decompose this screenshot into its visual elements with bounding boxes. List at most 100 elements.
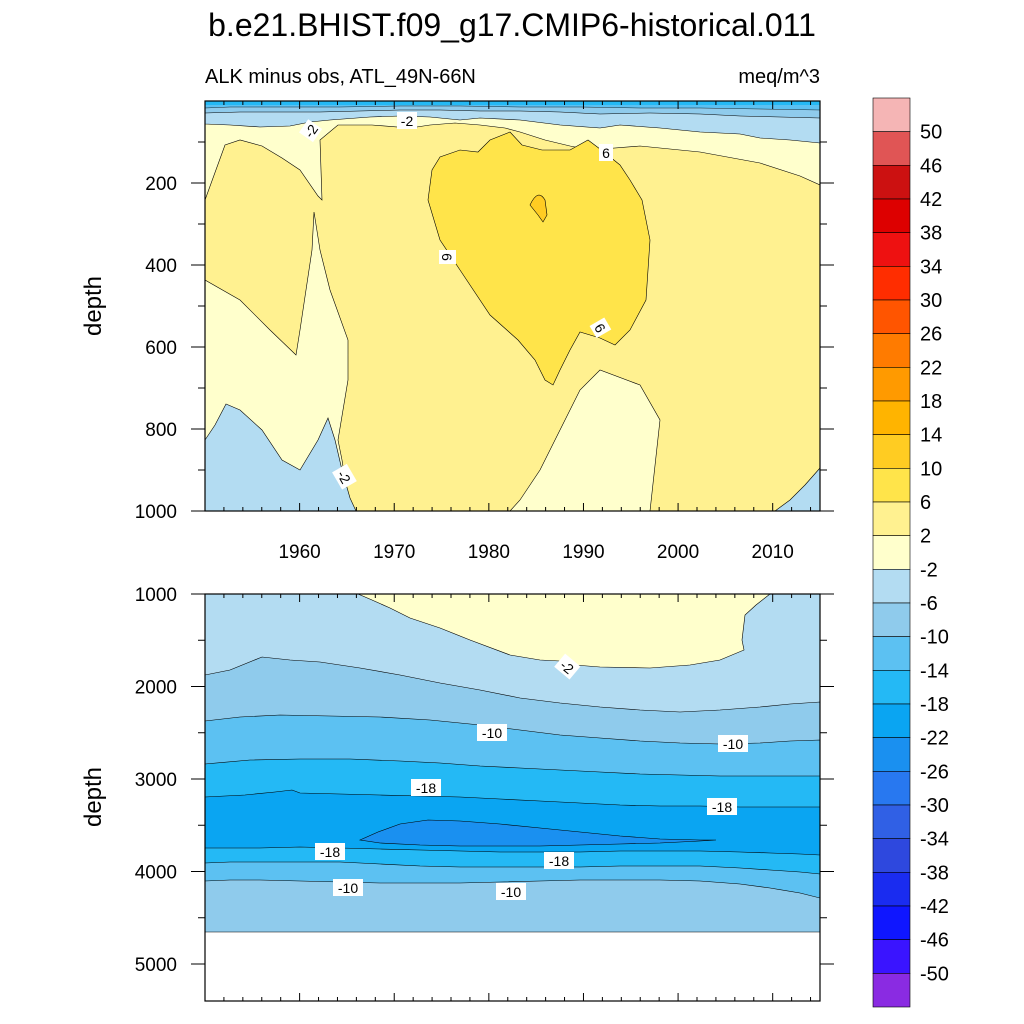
- colorbar-swatch: [872, 468, 911, 503]
- colorbar-swatch: [872, 670, 911, 705]
- contour-label: -10: [482, 725, 502, 741]
- colorbar-swatch: [872, 905, 911, 940]
- x-tick-label: 1960: [278, 542, 320, 563]
- colorbar-label: -22: [920, 728, 949, 750]
- colorbar-label: 46: [920, 155, 942, 177]
- colorbar-swatch: [872, 703, 911, 738]
- lower-panel-frame: [204, 593, 821, 1002]
- y-tick-label: 1000: [135, 502, 177, 523]
- contour-label: -18: [712, 799, 732, 815]
- colorbar-label: 50: [920, 122, 942, 144]
- x-tick-label: 1980: [468, 542, 510, 563]
- y-tick-label: 800: [145, 420, 177, 441]
- band-m6-m2-deep-right: [774, 467, 820, 511]
- x-tick-label: 2010: [752, 542, 794, 563]
- y-tick-label: 4000: [135, 863, 177, 884]
- colorbar-label: 14: [920, 425, 942, 447]
- colorbar-swatch: [872, 198, 911, 233]
- units-label: meq/m^3: [738, 66, 820, 88]
- figure-title: b.e21.BHIST.f09_g17.CMIP6-historical.011: [208, 7, 816, 43]
- colorbar-swatch: [872, 602, 911, 637]
- band-m26-m22: [358, 819, 717, 847]
- colorbar-label: -42: [920, 896, 949, 918]
- contour-label: -18: [549, 853, 569, 869]
- colorbar-label: -38: [920, 862, 949, 884]
- lower-x-axis: [223, 594, 812, 1001]
- colorbar-swatch: [872, 97, 911, 132]
- colorbar-swatch: [872, 131, 911, 166]
- left-subtitle: ALK minus obs, ATL_49N-66N: [205, 66, 476, 88]
- colorbar-swatch: [872, 737, 911, 772]
- band-m6-m2-deep-left: [205, 403, 357, 511]
- x-tick-label: 2000: [657, 542, 699, 563]
- colorbar-label: 18: [920, 391, 942, 413]
- lower-contour-field: [205, 594, 820, 1001]
- y-tick-label: 400: [145, 256, 177, 277]
- y-tick-label: 3000: [135, 770, 177, 791]
- y-tick-label: 5000: [135, 955, 177, 976]
- colorbar-label: 22: [920, 357, 942, 379]
- contour-label: -18: [320, 844, 340, 860]
- x-tick-label: 1990: [562, 542, 604, 563]
- colorbar-swatch: [872, 333, 911, 368]
- band-m22-m18: [205, 789, 820, 856]
- contour-label: -18: [416, 780, 436, 796]
- colorbar-label: 26: [920, 324, 942, 346]
- band-m2-2: [357, 594, 771, 669]
- colorbar-swatch: [872, 165, 911, 200]
- colorbar-swatch: [872, 434, 911, 469]
- upper-panel: -2 -2 6 6 6 -2 1960 1970 1980 1990 2000 2010 …: [80, 100, 834, 563]
- colorbar-label: 6: [920, 492, 931, 514]
- upper-x-axis: 1960 1970 1980 1990 2000 2010: [223, 101, 812, 563]
- band-6-10: [427, 131, 651, 386]
- colorbar-label: 30: [920, 290, 942, 312]
- colorbar-label: -18: [920, 694, 949, 716]
- y-tick-label: 200: [145, 174, 177, 195]
- upper-y-axis: 200 400 600 800 1000: [135, 141, 834, 523]
- band-10-14: [529, 194, 548, 223]
- colorbar-swatch: [872, 299, 911, 334]
- contour-label: -2: [401, 113, 414, 129]
- colorbar-swatch: [872, 804, 911, 839]
- colorbar-swatch: [872, 501, 911, 536]
- colorbar-swatch: [872, 266, 911, 301]
- contour-label: -10: [501, 884, 521, 900]
- colorbar-label: -14: [920, 660, 949, 682]
- colorbar-swatch: [872, 569, 911, 604]
- colorbar-swatch: [872, 636, 911, 671]
- band-m22-m14-surface: [205, 101, 820, 105]
- colorbar-label: -50: [920, 963, 949, 985]
- colorbar-swatch: [872, 939, 911, 974]
- colorbar-label: -34: [920, 829, 949, 851]
- colorbar-label: -2: [920, 559, 938, 581]
- contour-label: 6: [439, 253, 455, 261]
- lower-y-axis: 1000 2000 3000 4000 5000: [135, 585, 834, 976]
- x-tick-label: 1970: [373, 542, 415, 563]
- lower-contour-labels: -2 -10 -10 -18 -18 -18 -18 -10 -10: [315, 653, 748, 900]
- colorbar-label: 42: [920, 189, 942, 211]
- colorbar-label: -30: [920, 795, 949, 817]
- colorbar-label: 10: [920, 458, 942, 480]
- colorbar-label: 34: [920, 256, 942, 278]
- colorbar-swatch: [872, 771, 911, 806]
- colorbar-label: -46: [920, 930, 949, 952]
- contour-label: 6: [602, 145, 610, 161]
- colorbar: 50 46 42 38 34 30 26 22 18 14 10 6 2 -2 -6 -10 -14 -18 -22…: [872, 97, 949, 1008]
- y-tick-label: 2000: [135, 678, 177, 699]
- colorbar-label: -6: [920, 593, 938, 615]
- upper-contour-field: [205, 101, 820, 511]
- contour-label: -10: [723, 736, 743, 752]
- colorbar-label: -26: [920, 761, 949, 783]
- upper-y-axis-title: depth: [80, 276, 107, 336]
- colorbar-swatch: [872, 838, 911, 873]
- colorbar-swatch: [872, 232, 911, 267]
- y-tick-label: 600: [145, 338, 177, 359]
- colorbar-label: 2: [920, 526, 931, 548]
- colorbar-swatch: [872, 400, 911, 435]
- colorbar-label: -10: [920, 627, 949, 649]
- colorbar-swatch: [872, 367, 911, 402]
- lower-y-axis-title: depth: [80, 767, 107, 827]
- contour-label: -10: [338, 880, 358, 896]
- upper-contour-labels: -2 -2 6 6 6 -2: [299, 112, 613, 490]
